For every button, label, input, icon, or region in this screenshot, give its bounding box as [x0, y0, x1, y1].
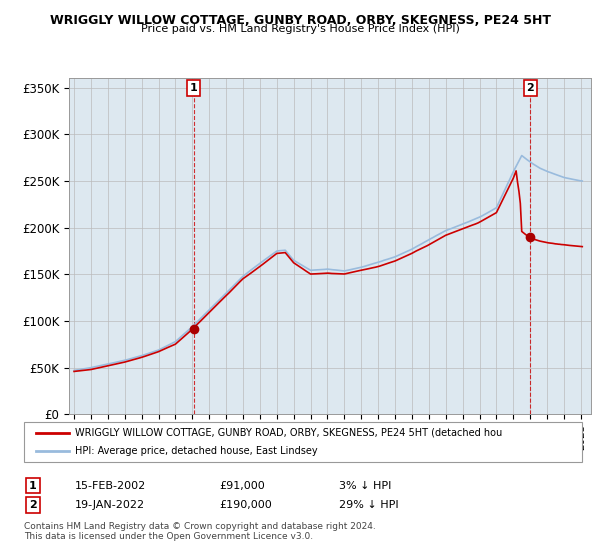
Text: 15-FEB-2002: 15-FEB-2002	[75, 480, 146, 491]
Text: Contains HM Land Registry data © Crown copyright and database right 2024.: Contains HM Land Registry data © Crown c…	[24, 522, 376, 531]
Text: HPI: Average price, detached house, East Lindsey: HPI: Average price, detached house, East…	[75, 446, 317, 456]
Text: £190,000: £190,000	[219, 500, 272, 510]
Text: WRIGGLY WILLOW COTTAGE, GUNBY ROAD, ORBY, SKEGNESS, PE24 5HT: WRIGGLY WILLOW COTTAGE, GUNBY ROAD, ORBY…	[49, 14, 551, 27]
Text: WRIGGLY WILLOW COTTAGE, GUNBY ROAD, ORBY, SKEGNESS, PE24 5HT (detached hou: WRIGGLY WILLOW COTTAGE, GUNBY ROAD, ORBY…	[75, 428, 502, 438]
Text: Price paid vs. HM Land Registry's House Price Index (HPI): Price paid vs. HM Land Registry's House …	[140, 24, 460, 34]
Text: 2: 2	[526, 83, 534, 93]
Text: 2: 2	[29, 500, 37, 510]
Text: 29% ↓ HPI: 29% ↓ HPI	[339, 500, 398, 510]
Text: 1: 1	[29, 480, 37, 491]
Text: 19-JAN-2022: 19-JAN-2022	[75, 500, 145, 510]
Text: 1: 1	[190, 83, 197, 93]
Text: £91,000: £91,000	[219, 480, 265, 491]
Text: 3% ↓ HPI: 3% ↓ HPI	[339, 480, 391, 491]
Text: This data is licensed under the Open Government Licence v3.0.: This data is licensed under the Open Gov…	[24, 532, 313, 541]
